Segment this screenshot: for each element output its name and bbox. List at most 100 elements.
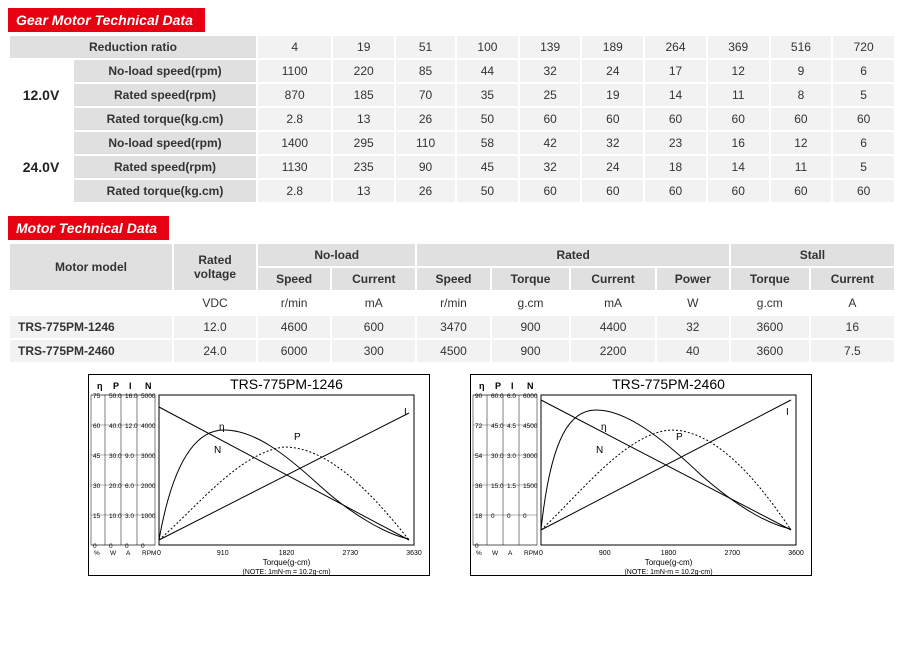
row-label: Rated speed(rpm) xyxy=(74,84,256,106)
svg-text:0: 0 xyxy=(93,543,97,550)
data-cell: 2.8 xyxy=(258,180,331,202)
data-cell: 60 xyxy=(582,180,643,202)
rated-voltage-header: Rated voltage xyxy=(174,244,256,290)
svg-text:15.0: 15.0 xyxy=(491,483,504,490)
svg-text:45.0: 45.0 xyxy=(491,423,504,430)
svg-text:900: 900 xyxy=(599,550,611,557)
svg-text:60.0: 60.0 xyxy=(491,393,504,400)
row-label: No-load speed(rpm) xyxy=(74,60,256,82)
data-cell: 220 xyxy=(333,60,394,82)
data-cell: 32 xyxy=(520,60,581,82)
data-cell: 32 xyxy=(582,132,643,154)
row-label: Rated torque(kg.cm) xyxy=(74,108,256,130)
data-cell: 870 xyxy=(258,84,331,106)
svg-text:6.0: 6.0 xyxy=(507,393,516,400)
unit-cell: W xyxy=(657,292,729,314)
data-cell: 600 xyxy=(332,316,415,338)
data-cell: 4500 xyxy=(417,340,489,362)
data-cell: 60 xyxy=(520,180,581,202)
svg-text:P: P xyxy=(113,381,119,391)
data-cell: 235 xyxy=(333,156,394,178)
model-cell: TRS-775PM-1246 xyxy=(10,316,172,338)
data-cell: 40 xyxy=(657,340,729,362)
svg-text:RPM: RPM xyxy=(142,550,156,557)
svg-text:20.0: 20.0 xyxy=(109,483,122,490)
motor-model-header: Motor model xyxy=(10,244,172,290)
data-cell: 19 xyxy=(582,84,643,106)
unit-cell: r/min xyxy=(417,292,489,314)
svg-text:10.0: 10.0 xyxy=(109,513,122,520)
data-cell: 5 xyxy=(833,84,894,106)
stall-header: Stall xyxy=(731,244,894,266)
sub-header: Current xyxy=(332,268,415,290)
data-cell: 9 xyxy=(771,60,832,82)
ratio-cell: 4 xyxy=(258,36,331,58)
svg-text:5000: 5000 xyxy=(141,393,156,400)
charts-container: ηPIN7550.016.050006040.012.040004530.09.… xyxy=(88,374,896,576)
data-cell: 60 xyxy=(520,108,581,130)
svg-text:P: P xyxy=(676,432,683,443)
data-cell: 18 xyxy=(645,156,706,178)
svg-text:N: N xyxy=(527,381,534,391)
sub-header: Torque xyxy=(492,268,570,290)
data-cell: 8 xyxy=(771,84,832,106)
model-cell: TRS-775PM-2460 xyxy=(10,340,172,362)
svg-text:I: I xyxy=(786,407,789,418)
svg-text:0: 0 xyxy=(475,543,479,550)
data-cell: 300 xyxy=(332,340,415,362)
data-cell: 60 xyxy=(708,108,769,130)
svg-text:18: 18 xyxy=(475,513,483,520)
data-cell: 110 xyxy=(396,132,455,154)
svg-text:2000: 2000 xyxy=(141,483,156,490)
unit-cell: VDC xyxy=(174,292,256,314)
svg-text:4.5: 4.5 xyxy=(507,423,516,430)
chart-box: ηPIN7550.016.050006040.012.040004530.09.… xyxy=(88,374,430,576)
svg-text:75: 75 xyxy=(93,393,101,400)
svg-text:1800: 1800 xyxy=(661,550,677,557)
unit-cell: mA xyxy=(571,292,654,314)
data-cell: 1100 xyxy=(258,60,331,82)
sub-header: Speed xyxy=(258,268,330,290)
data-cell: 13 xyxy=(333,108,394,130)
data-cell: 3600 xyxy=(731,316,809,338)
data-cell: 44 xyxy=(457,60,518,82)
data-cell: 16 xyxy=(811,316,894,338)
unit-cell: g.cm xyxy=(492,292,570,314)
data-cell: 32 xyxy=(657,316,729,338)
svg-text:9.0: 9.0 xyxy=(125,453,134,460)
reduction-ratio-label: Reduction ratio xyxy=(10,36,256,58)
voltage-label: 24.0V xyxy=(10,132,72,202)
chart-svg: ηPIN7550.016.050006040.012.040004530.09.… xyxy=(89,375,429,575)
svg-text:3.0: 3.0 xyxy=(125,513,134,520)
data-cell: 23 xyxy=(645,132,706,154)
svg-text:60: 60 xyxy=(93,423,101,430)
svg-text:3630: 3630 xyxy=(406,550,422,557)
svg-text:15: 15 xyxy=(93,513,101,520)
data-cell: 3600 xyxy=(731,340,809,362)
unit-cell: mA xyxy=(332,292,415,314)
svg-text:6000: 6000 xyxy=(523,393,538,400)
data-cell: 60 xyxy=(833,108,894,130)
svg-text:0: 0 xyxy=(109,543,113,550)
voltage-label: 12.0V xyxy=(10,60,72,130)
chart-title: TRS-775PM-2460 xyxy=(612,376,725,392)
chart-box: ηPIN9060.06.060007245.04.545005430.03.03… xyxy=(470,374,812,576)
gear-motor-title: Gear Motor Technical Data xyxy=(8,8,205,32)
sub-header: Power xyxy=(657,268,729,290)
svg-text:N: N xyxy=(145,381,152,391)
svg-text:I: I xyxy=(404,407,407,418)
svg-text:910: 910 xyxy=(217,550,229,557)
svg-text:0: 0 xyxy=(491,513,495,520)
data-cell: 12.0 xyxy=(174,316,256,338)
data-cell: 11 xyxy=(708,84,769,106)
svg-text:90: 90 xyxy=(475,393,483,400)
svg-text:3000: 3000 xyxy=(141,453,156,460)
data-cell: 1130 xyxy=(258,156,331,178)
data-cell: 14 xyxy=(708,156,769,178)
svg-text:3.0: 3.0 xyxy=(507,453,516,460)
svg-text:(NOTE: 1mN-m = 10.2g-cm): (NOTE: 1mN-m = 10.2g-cm) xyxy=(242,569,330,575)
ratio-cell: 139 xyxy=(520,36,581,58)
data-cell: 2200 xyxy=(571,340,654,362)
data-cell: 32 xyxy=(520,156,581,178)
data-cell: 6 xyxy=(833,132,894,154)
